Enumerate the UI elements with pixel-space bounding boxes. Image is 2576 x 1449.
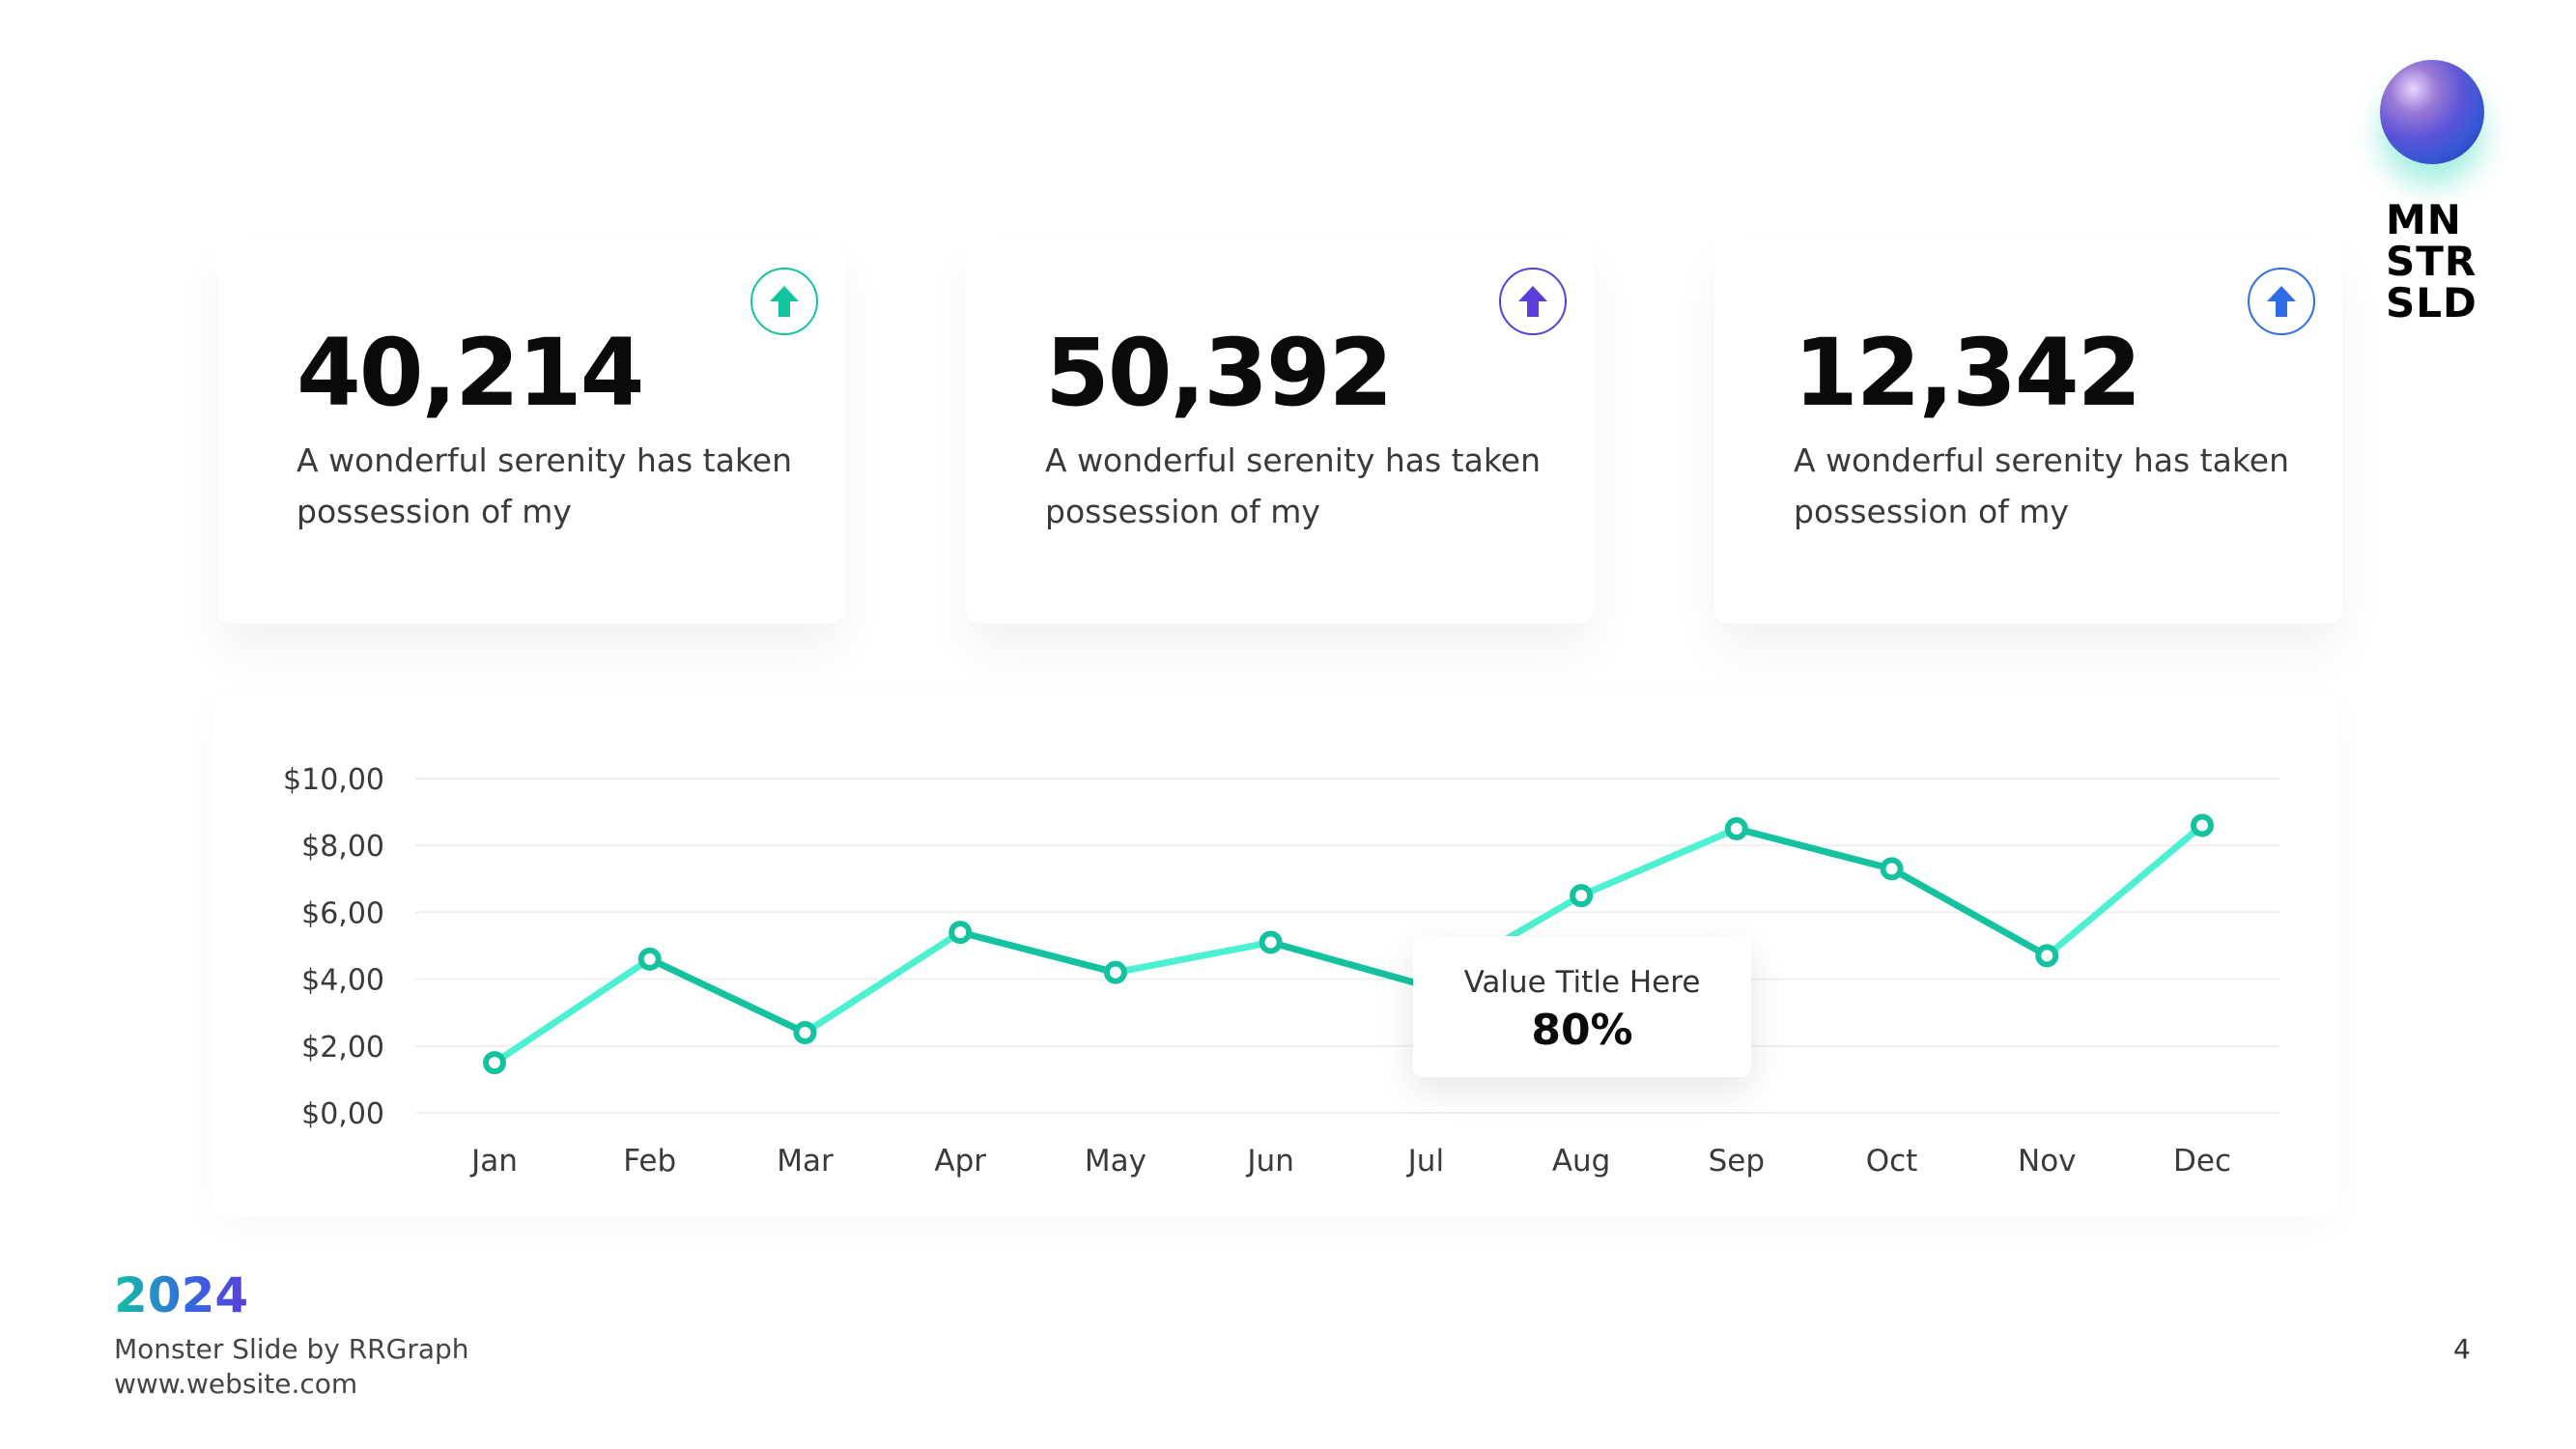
x-tick-label: Jun xyxy=(1245,1144,1293,1179)
x-tick-label: Sep xyxy=(1709,1144,1765,1179)
series-line-segment xyxy=(1267,939,1430,990)
line-chart: $0,00 $2,00 $4,00 $6,00 $8,00 $10,00 Jan Feb Ma… xyxy=(283,763,2279,1179)
data-point[interactable] xyxy=(2191,813,2214,838)
footer-credit: Monster Slide by RRGraph xyxy=(114,1333,469,1365)
logo-line: MN xyxy=(2386,196,2462,243)
y-tick-label: $8,00 xyxy=(301,830,384,864)
series-line-segment xyxy=(801,928,964,1037)
stat-description: A wonderful serenity has taken possessio… xyxy=(1045,441,1541,530)
data-point[interactable] xyxy=(483,1051,506,1075)
footer-year: 2024 xyxy=(114,1267,249,1323)
stat-description: A wonderful serenity has taken possessio… xyxy=(1794,441,2289,530)
page-number: 4 xyxy=(2453,1333,2471,1365)
x-axis: Jan Feb Mar Apr May Jun Jul Aug Sep Oct Nov Dec xyxy=(469,1144,2231,1179)
series-points xyxy=(483,813,2214,1075)
data-point[interactable] xyxy=(1103,960,1127,984)
series-line-segment xyxy=(2043,821,2206,959)
tooltip-title: Value Title Here xyxy=(1463,965,1701,1000)
logo-orb-icon xyxy=(2380,60,2484,164)
data-point[interactable] xyxy=(1880,857,1904,881)
x-tick-label: Aug xyxy=(1552,1144,1611,1179)
chart-tooltip: Value Title Here 80% xyxy=(1413,936,1751,1077)
data-point[interactable] xyxy=(1724,816,1748,840)
series-line-segment xyxy=(1112,939,1275,977)
chart-panel xyxy=(212,696,2337,1217)
series-line-segment xyxy=(646,955,808,1037)
data-point[interactable] xyxy=(2035,944,2059,968)
tooltip-value: 80% xyxy=(1531,1006,1633,1055)
series-line xyxy=(491,821,2206,1066)
arrow-up-icon[interactable] xyxy=(2248,268,2315,335)
x-tick-label: Jan xyxy=(469,1144,518,1179)
stat-value: 50,392 xyxy=(1045,319,1393,427)
y-tick-label: $10,00 xyxy=(283,763,384,797)
brand-logo: MN STR SLD xyxy=(2380,60,2484,324)
data-point[interactable] xyxy=(637,947,662,971)
x-tick-label: May xyxy=(1085,1144,1146,1179)
y-tick-label: $2,00 xyxy=(301,1031,384,1065)
footer-website[interactable]: www.website.com xyxy=(114,1368,358,1400)
logo-text: MN STR SLD xyxy=(2386,199,2484,324)
stat-card-3: 12,342 A wonderful serenity has taken po… xyxy=(1714,237,2342,623)
x-tick-label: Apr xyxy=(934,1144,986,1179)
x-tick-label: Jul xyxy=(1406,1144,1444,1179)
y-axis: $0,00 $2,00 $4,00 $6,00 $8,00 $10,00 xyxy=(283,763,384,1131)
series-line-segment xyxy=(1733,825,1896,872)
x-tick-label: Mar xyxy=(777,1144,834,1179)
stat-description: A wonderful serenity has taken possessio… xyxy=(297,441,792,530)
x-tick-label: Oct xyxy=(1866,1144,1918,1179)
x-tick-label: Feb xyxy=(623,1144,676,1179)
arrow-up-icon[interactable] xyxy=(1499,268,1567,335)
y-tick-label: $4,00 xyxy=(301,964,384,998)
stat-value: 40,214 xyxy=(297,319,644,427)
data-point[interactable] xyxy=(948,921,973,945)
stat-card-2: 50,392 A wonderful serenity has taken po… xyxy=(966,237,1594,623)
stat-value: 12,342 xyxy=(1794,319,2141,427)
series-line-segment xyxy=(1577,825,1741,899)
logo-line: STR xyxy=(2386,238,2477,285)
stat-card-1: 40,214 A wonderful serenity has taken po… xyxy=(217,237,845,623)
y-tick-label: $6,00 xyxy=(301,896,384,930)
y-tick-label: $0,00 xyxy=(301,1097,384,1131)
grid-lines xyxy=(415,778,2279,1114)
x-tick-label: Dec xyxy=(2173,1144,2231,1179)
x-tick-label: Nov xyxy=(2018,1144,2077,1179)
series-line-segment xyxy=(491,955,654,1066)
series-line-segment xyxy=(1888,865,2051,959)
logo-line: SLD xyxy=(2386,279,2477,327)
data-point[interactable] xyxy=(1259,930,1283,954)
arrow-up-icon[interactable] xyxy=(750,268,818,335)
data-point[interactable] xyxy=(1570,884,1594,908)
series-line-segment xyxy=(956,928,1119,977)
data-point[interactable] xyxy=(793,1020,817,1044)
